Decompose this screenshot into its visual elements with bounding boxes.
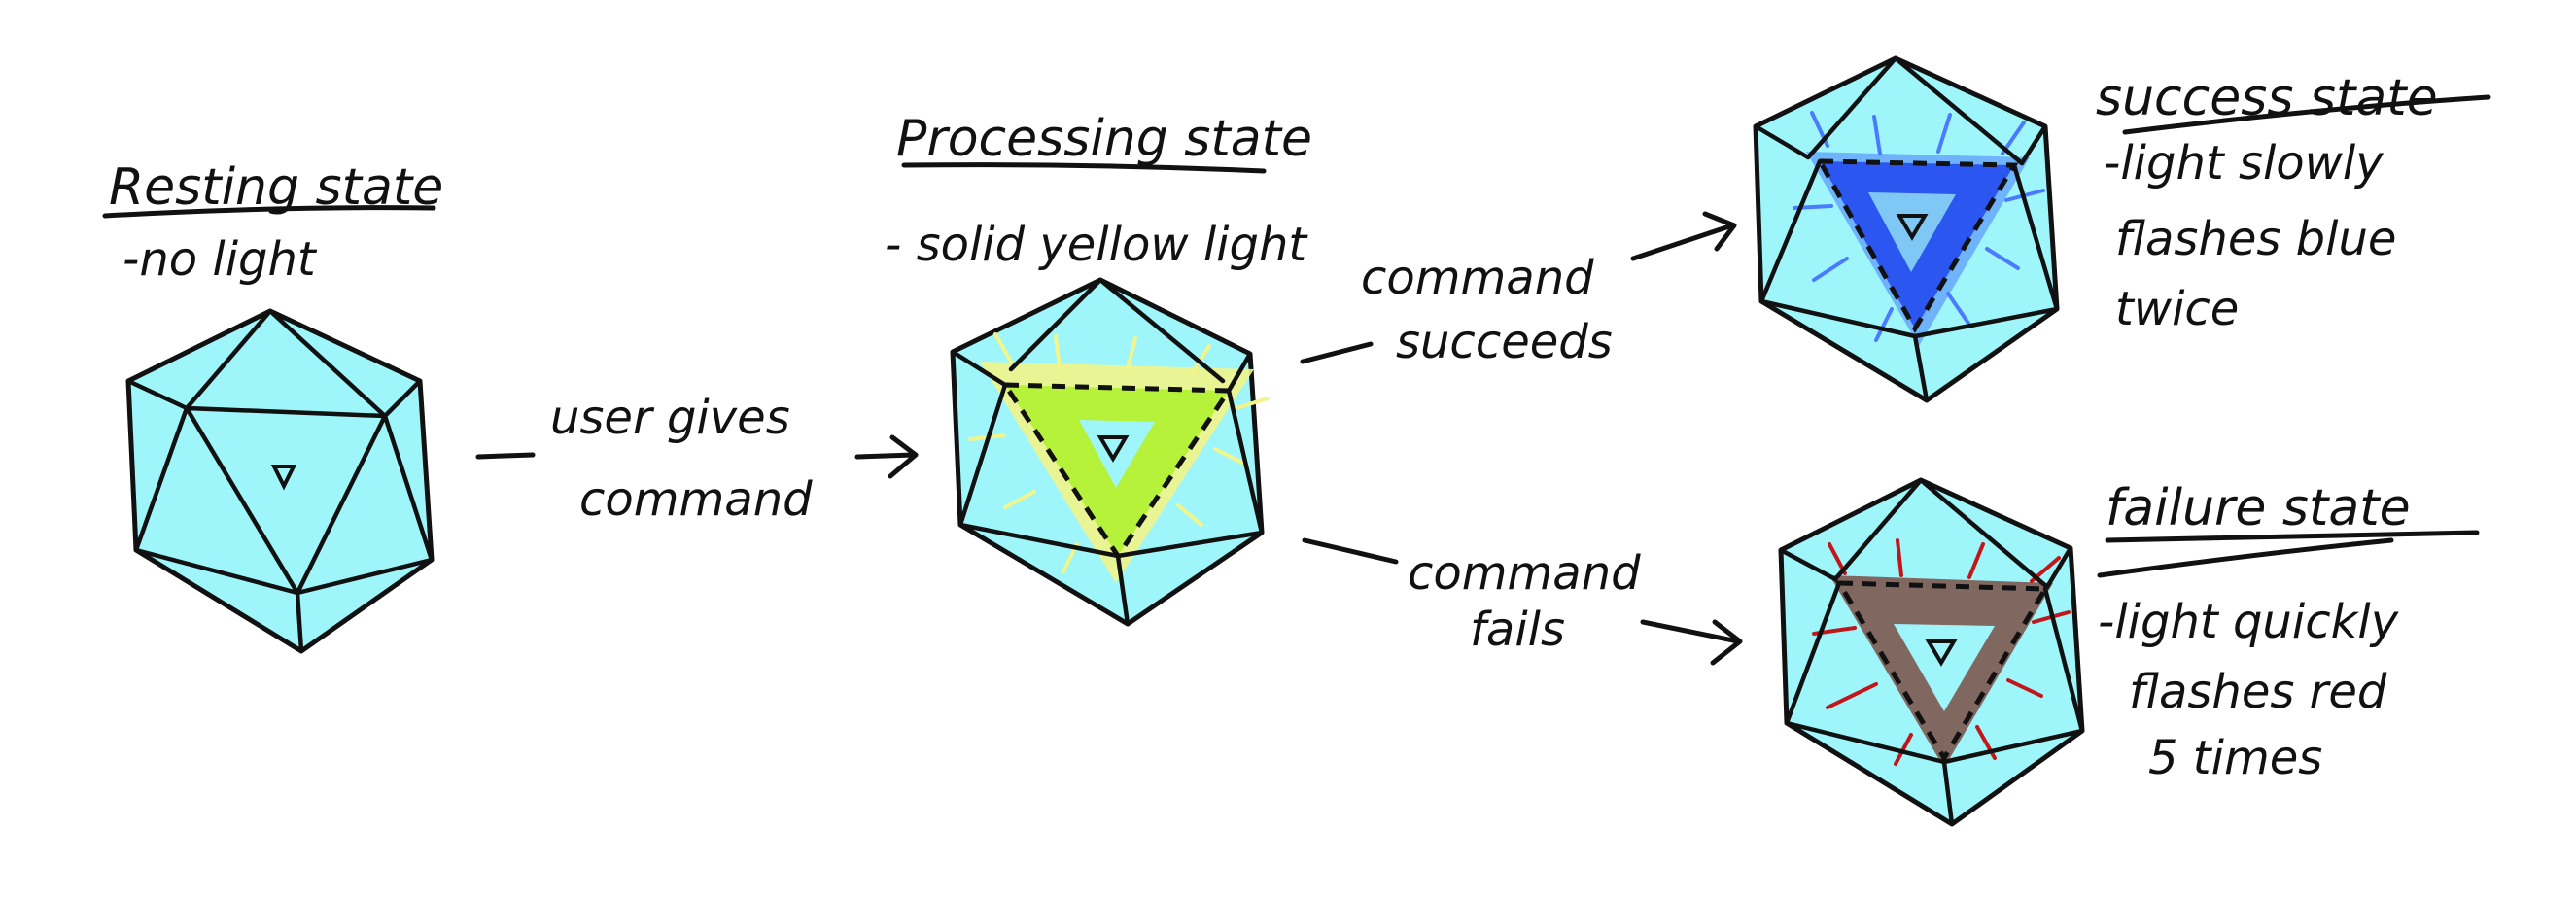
success-state-desc-line-3: twice (2115, 282, 2239, 336)
transition-give-command-arrow (854, 452, 917, 460)
processing-center-triangle (1097, 435, 1130, 463)
success-state-desc-line-2: flashes blue (2115, 212, 2396, 266)
transition-fails: command fails (1302, 537, 1743, 666)
failure-state-desc-line-1: -light quickly (2098, 595, 2399, 649)
transition-succeeds-line-1: command (1361, 251, 1594, 305)
transition-give-command-tail (475, 452, 536, 460)
transition-give-command: user gives command (475, 391, 919, 527)
failure-state-title: failure state (2106, 479, 2411, 537)
processing-die (950, 277, 1270, 627)
failure-light (1812, 538, 2071, 768)
processing-title-underline (901, 162, 1267, 174)
success-light (1793, 111, 2045, 346)
resting-die (125, 308, 435, 654)
resting-state-desc-line-1: -no light (122, 232, 318, 287)
success-state-desc-line-1: -light slowly (2104, 136, 2384, 190)
failure-state-desc-line-3: 5 times (2148, 731, 2322, 785)
transition-fails-arrow (1640, 619, 1741, 644)
processing-state-desc-line-1: - solid yellow light (885, 218, 1308, 272)
transition-give-command-line-2: command (579, 472, 813, 527)
resting-center-triangle (270, 465, 297, 491)
failure-title-underline-2 (2097, 537, 2394, 578)
arrow-head-icon (1702, 211, 1737, 252)
failure-center-triangle (1925, 639, 1958, 667)
success-center-triangle (1896, 214, 1929, 241)
transition-fails-line-1: command (1408, 546, 1641, 601)
resting-title-underline (102, 205, 436, 219)
success-die (1753, 55, 2060, 403)
arrow-head-icon (888, 434, 919, 479)
failure-state-desc-line-2: flashes red (2129, 665, 2387, 719)
failure-die (1778, 477, 2085, 827)
success-state-title: success state (2096, 69, 2438, 127)
transition-succeeds-line-2: succeeds (1396, 315, 1613, 369)
transition-fails-tail (1302, 537, 1399, 565)
processing-state-title: Processing state (896, 110, 1312, 168)
failure-title-underline (2105, 530, 2480, 543)
transition-give-command-line-1: user gives (550, 391, 790, 445)
transition-succeeds-arrow (1630, 223, 1735, 261)
failure-state: failure state -light quickly flashes red… (1778, 477, 2480, 827)
success-state: success state -light slowly flashes blue… (1753, 55, 2491, 403)
transition-fails-line-2: fails (1470, 603, 1565, 657)
resting-state: Resting state -no light (102, 158, 443, 654)
success-title-underline (2122, 94, 2491, 135)
arrow-head-icon (1710, 619, 1743, 666)
transition-succeeds: command succeeds (1300, 211, 1737, 369)
processing-state: Processing state - solid yellow light (885, 110, 1312, 627)
transition-succeeds-tail (1300, 341, 1374, 364)
